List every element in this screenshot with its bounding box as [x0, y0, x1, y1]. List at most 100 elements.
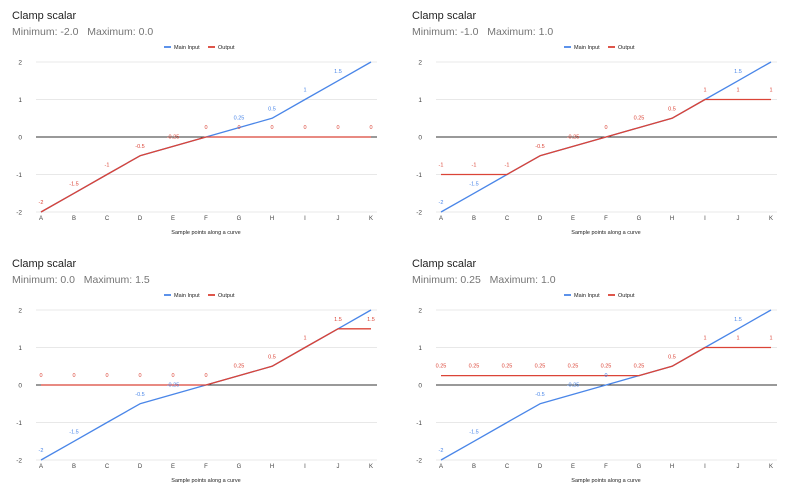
x-tick-label: K	[369, 216, 373, 222]
data-label: 1	[769, 336, 772, 342]
data-label: -0.25	[167, 382, 180, 388]
data-label: 0.25	[234, 364, 245, 370]
y-tick-label: 2	[418, 60, 422, 67]
x-tick-label: J	[737, 464, 740, 470]
y-tick-label: -1	[16, 420, 22, 427]
data-label: 0.5	[268, 106, 276, 112]
data-label: -1.5	[469, 429, 478, 435]
data-label: 0	[105, 373, 108, 379]
data-label: 0	[39, 373, 42, 379]
data-label: -0.25	[167, 134, 180, 140]
x-tick-label: C	[505, 464, 510, 470]
line-chart: -2 -1 0 1 2 A B C D E F G H I J K Sample points along a …	[416, 45, 777, 236]
x-tick-label: F	[604, 464, 608, 470]
data-label: 0.25	[469, 364, 480, 370]
data-label: -1.5	[69, 429, 78, 435]
x-tick-label: F	[204, 464, 208, 470]
legend-label: Output	[618, 45, 635, 51]
chart-panel-2: Clamp scalar Minimum: -1.0 Maximum: 1.0 …	[400, 0, 800, 248]
chart-panel-3: Clamp scalar Minimum: 0.0 Maximum: 1.5 -…	[0, 248, 400, 496]
legend: Main Input Output	[164, 293, 235, 299]
x-tick-label: G	[237, 216, 242, 222]
x-tick-label: E	[571, 216, 575, 222]
x-tick-label: H	[270, 464, 274, 470]
x-axis-title: Sample points along a curve	[171, 478, 240, 484]
data-label: -2	[439, 448, 444, 454]
chart-title: Clamp scalar	[12, 258, 77, 270]
x-tick-label: J	[337, 216, 340, 222]
data-label: 1	[303, 88, 306, 94]
legend: Main Input Output	[164, 45, 235, 51]
x-tick-label: G	[637, 464, 642, 470]
x-tick-label: J	[337, 464, 340, 470]
x-tick-label: A	[39, 216, 43, 222]
data-label: -0.5	[535, 144, 544, 150]
legend-label: Main Input	[174, 293, 200, 299]
y-tick-label: 1	[18, 345, 22, 352]
x-tick-label: D	[538, 464, 543, 470]
data-label: 0	[171, 373, 174, 379]
y-tick-label: -2	[416, 458, 422, 465]
data-label: 1	[769, 88, 772, 94]
x-tick-label: G	[637, 216, 642, 222]
data-label: -2	[39, 200, 44, 206]
data-label: 0.5	[668, 354, 676, 360]
data-label: 0	[336, 125, 339, 131]
y-tick-label: -2	[16, 458, 22, 465]
data-label: 0	[237, 125, 240, 131]
x-axis-title: Sample points along a curve	[571, 230, 640, 236]
y-tick-label: 0	[18, 135, 22, 142]
x-axis-title: Sample points along a curve	[571, 478, 640, 484]
data-label: 0.25	[502, 364, 513, 370]
legend-label: Main Input	[174, 45, 200, 51]
y-tick-label: -2	[16, 210, 22, 217]
y-tick-label: 1	[18, 97, 22, 104]
chart-title: Clamp scalar	[412, 258, 477, 270]
x-tick-label: C	[105, 216, 110, 222]
data-label: 1	[703, 336, 706, 342]
data-label: 0.25	[634, 116, 645, 122]
legend-label: Output	[218, 293, 235, 299]
legend-label: Output	[618, 293, 635, 299]
data-label: 1	[736, 336, 739, 342]
legend-label: Main Input	[574, 293, 600, 299]
series-line	[441, 346, 771, 377]
data-label: 1.5	[334, 69, 342, 75]
chart-panel-1: Clamp scalar Minimum: -2.0 Maximum: 0.0 …	[0, 0, 400, 248]
x-tick-label: D	[138, 464, 143, 470]
y-tick-label: 1	[418, 345, 422, 352]
y-tick-label: 0	[418, 135, 422, 142]
x-tick-label: D	[138, 216, 143, 222]
data-label: 0.25	[568, 364, 579, 370]
x-tick-label: B	[72, 216, 76, 222]
line-chart: -2 -1 0 1 2 A B C D E F G H I J K Sample points along a …	[416, 293, 777, 484]
line-chart: -2 -1 0 1 2 A B C D E F G H I J K Sample points along a …	[16, 293, 377, 484]
x-tick-label: A	[439, 464, 443, 470]
y-tick-label: 2	[18, 308, 22, 315]
data-label: -1	[105, 163, 110, 169]
data-label: 0.5	[668, 106, 676, 112]
y-tick-label: -1	[416, 420, 422, 427]
chart-subtitle: Minimum: -2.0 Maximum: 0.0	[12, 26, 154, 38]
data-label: 0	[303, 125, 306, 131]
x-tick-label: I	[704, 464, 706, 470]
chart-subtitle: Minimum: -1.0 Maximum: 1.0	[412, 26, 554, 38]
x-tick-label: B	[72, 464, 76, 470]
data-label: 0.25	[436, 364, 447, 370]
chart-subtitle: Minimum: 0.25 Maximum: 1.0	[412, 274, 556, 286]
x-tick-label: J	[737, 216, 740, 222]
x-tick-label: G	[237, 464, 242, 470]
data-label: 0	[604, 373, 607, 379]
chart-title: Clamp scalar	[412, 10, 477, 22]
x-tick-label: I	[304, 464, 306, 470]
x-tick-label: H	[270, 216, 274, 222]
data-label: -0.25	[567, 382, 580, 388]
legend: Main Input Output	[564, 293, 635, 299]
y-tick-label: -1	[416, 172, 422, 179]
data-label: 1	[303, 336, 306, 342]
x-axis-title: Sample points along a curve	[171, 230, 240, 236]
x-tick-label: C	[505, 216, 510, 222]
series-line	[40, 136, 371, 213]
data-label: -1.5	[469, 181, 478, 187]
y-tick-label: 2	[418, 308, 422, 315]
